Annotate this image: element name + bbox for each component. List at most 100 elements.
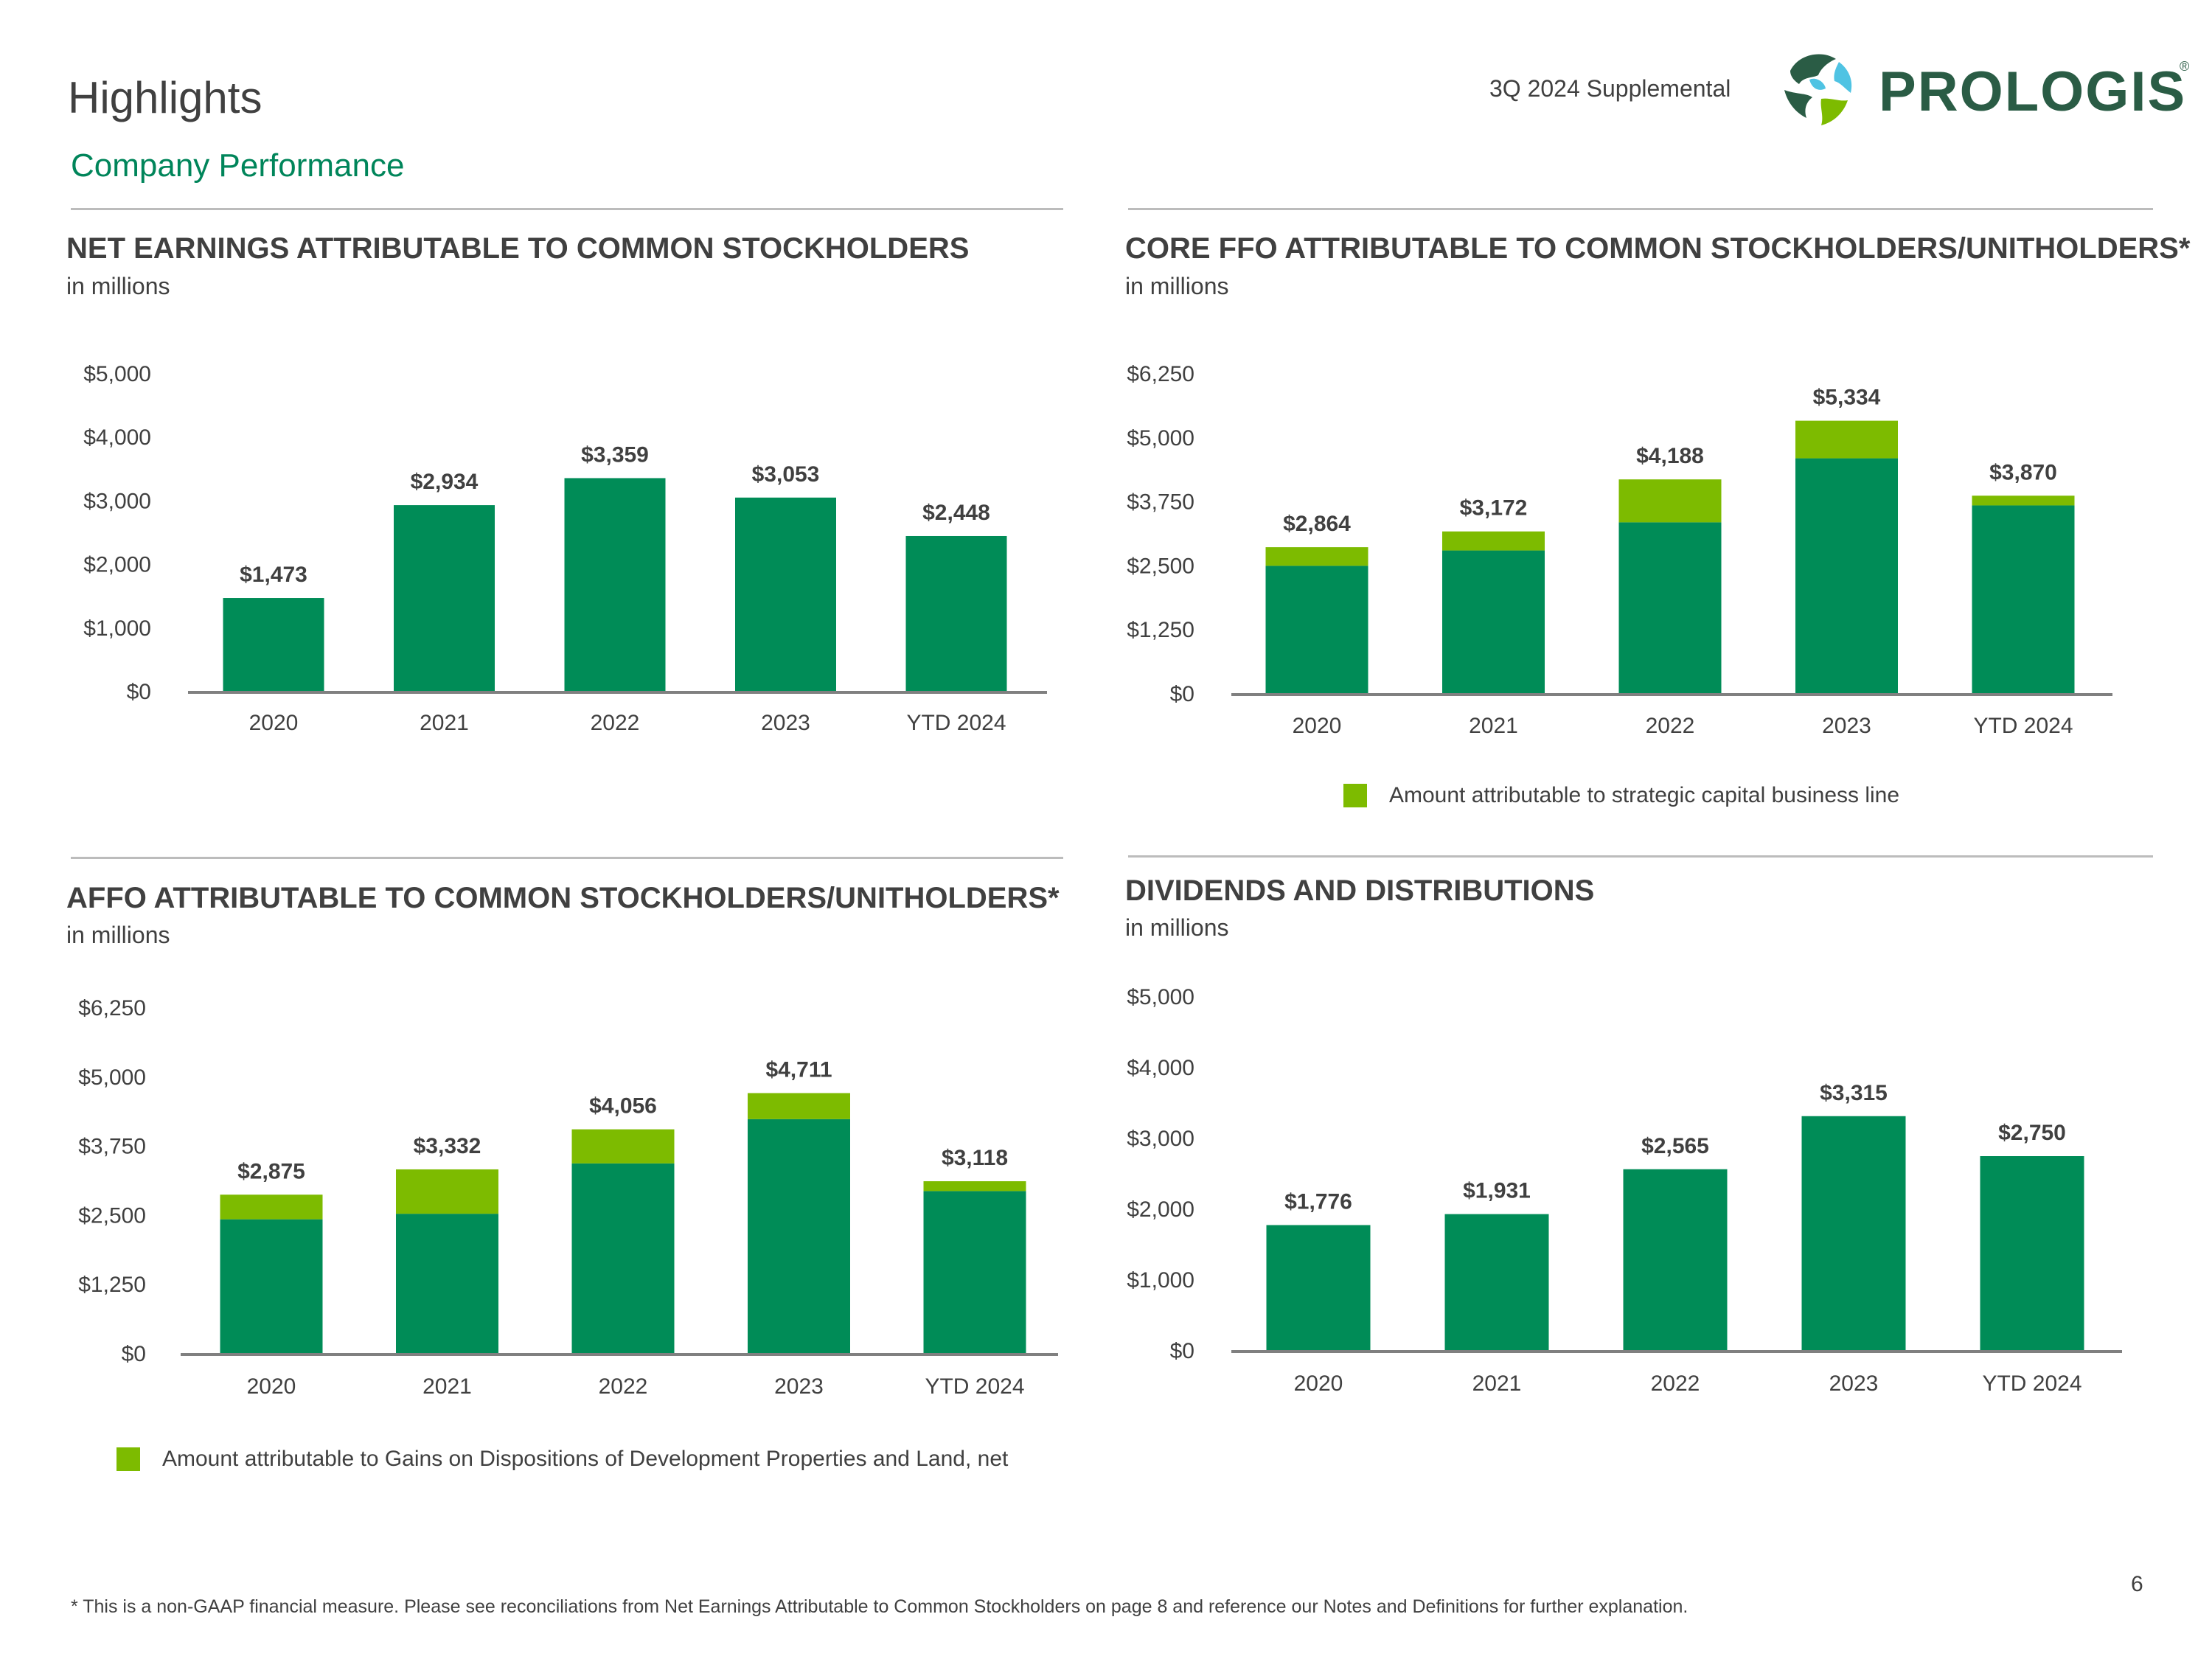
x-tick-label: YTD 2024 [1982,1371,2081,1396]
page-title: Highlights [68,73,262,122]
x-tick-label: 2020 [1294,1371,1343,1396]
y-tick-label: $5,000 [83,362,151,386]
data-label: $2,565 [1641,1134,1709,1158]
net-earnings-chart-title: NET EARNINGS ATTRIBUTABLE TO COMMON STOC… [66,232,970,265]
core-ffo-chart: $0 $1,250 $2,500 $3,750 $5,000 $6,250 $2,864 20… [1127,362,2112,738]
x-tick-label: 2023 [774,1374,824,1399]
data-label: $3,315 [1820,1081,1888,1105]
y-tick-label: $5,000 [78,1065,146,1090]
y-tick-label: $5,000 [1127,426,1194,451]
bar-segment-primary [1266,1225,1371,1351]
x-tick-label: 2021 [422,1374,472,1399]
globe-icon [1782,53,1853,125]
y-tick-label: $3,000 [83,489,151,513]
x-tick-label: 2021 [1472,1371,1522,1396]
data-label: $2,750 [1998,1121,2066,1145]
y-tick-label: $4,000 [83,425,151,450]
data-label: $3,870 [1989,460,2057,484]
dividends-chart-unit: in millions [1125,914,1229,941]
bar-segment-secondary [571,1129,675,1164]
data-label: $2,875 [237,1159,305,1183]
page-number: 6 [2131,1572,2143,1596]
bar-segment-secondary [748,1093,850,1119]
x-tick-label: 2020 [249,711,299,735]
bar-segment-secondary [1265,547,1368,566]
bar-segment-primary [923,1191,1026,1354]
core-ffo-legend: Amount attributable to strategic capital… [1343,783,1899,808]
net-earnings-chart: $0 $1,000 $2,000 $3,000 $4,000 $5,000 $1,473 20… [83,362,1047,735]
bar-segment-primary [905,535,1007,692]
y-tick-label: $5,000 [1127,985,1194,1009]
x-tick-label: YTD 2024 [906,711,1006,735]
y-tick-label: $0 [122,1342,146,1366]
bar-segment-secondary [923,1181,1026,1192]
legend-swatch-light-green [116,1447,140,1471]
bar-segment-primary [1442,550,1545,694]
x-tick-label: 2022 [591,711,640,735]
data-label: $3,053 [752,462,820,487]
bar-segment-secondary [1618,479,1722,523]
bar-segment-primary [223,598,324,692]
bar-segment-primary [571,1163,675,1354]
data-label: $3,172 [1460,496,1528,521]
x-tick-label: 2023 [761,711,810,735]
y-tick-label: $3,750 [78,1135,146,1159]
section-rule [71,208,1063,210]
bar-segment-secondary [220,1194,323,1220]
y-tick-label: $0 [1170,1339,1194,1363]
bar-segment-primary [1795,458,1898,694]
y-tick-label: $4,000 [1127,1056,1194,1080]
x-tick-label: 2020 [1293,714,1342,738]
y-tick-label: $3,750 [1127,490,1194,515]
data-label: $3,118 [942,1146,1008,1170]
data-label: $4,056 [589,1094,657,1119]
bar-segment-primary [1265,566,1368,694]
bar-segment-primary [394,505,495,692]
y-tick-label: $1,250 [1127,618,1194,642]
y-tick-label: $2,500 [1127,554,1194,578]
data-label: $1,931 [1463,1179,1531,1203]
y-tick-label: $0 [127,680,151,704]
dividends-chart: $0 $1,000 $2,000 $3,000 $4,000 $5,000 $1,776 20… [1127,985,2122,1396]
data-label: $1,473 [240,563,307,587]
bar-segment-secondary [396,1169,498,1214]
legend-swatch-light-green [1343,784,1367,807]
y-tick-label: $2,000 [83,553,151,577]
affo-chart-title: AFFO ATTRIBUTABLE TO COMMON STOCKHOLDERS… [66,882,1060,914]
y-tick-label: $1,000 [1127,1268,1194,1293]
bar-segment-primary [748,1119,850,1354]
y-tick-label: $1,250 [78,1273,146,1297]
affo-legend: Amount attributable to Gains on Disposit… [116,1447,1008,1472]
data-label: $3,332 [414,1134,481,1158]
affo-legend-label: Amount attributable to Gains on Disposit… [162,1447,1009,1471]
y-tick-label: $6,250 [78,996,146,1020]
x-tick-label: 2021 [420,711,469,735]
affo-chart: $0 $1,250 $2,500 $3,750 $5,000 $6,250 $2,875 20… [78,996,1058,1399]
core-ffo-chart-unit: in millions [1125,273,1229,299]
x-tick-label: 2022 [599,1374,648,1399]
data-label: $2,934 [411,470,479,494]
affo-chart-unit: in millions [66,922,170,948]
data-label: $2,864 [1283,512,1351,536]
data-label: $4,711 [765,1057,832,1082]
core-ffo-chart-title: CORE FFO ATTRIBUTABLE TO COMMON STOCKHOL… [1125,232,2191,265]
section-rule [1128,855,2153,858]
y-tick-label: $1,000 [83,616,151,641]
y-tick-label: $3,000 [1127,1127,1194,1151]
section-rule [1128,208,2153,210]
data-label: $4,188 [1636,444,1704,468]
registered-mark: ® [2180,59,2189,74]
page-subtitle: Company Performance [71,147,405,184]
y-tick-label: $2,500 [78,1203,146,1228]
data-label: $1,776 [1284,1190,1352,1214]
bar-segment-primary [220,1219,323,1354]
data-label: $3,359 [581,442,649,467]
x-tick-label: 2022 [1646,714,1695,738]
bar-segment-secondary [1972,495,2075,506]
prologis-logo: PROLOGIS ® [1782,53,2189,125]
logo-wordmark: PROLOGIS [1879,60,2186,123]
x-tick-label: 2022 [1651,1371,1700,1396]
y-tick-label: $0 [1170,682,1194,706]
bar-segment-primary [735,497,836,692]
bar-segment-primary [1972,505,2075,694]
